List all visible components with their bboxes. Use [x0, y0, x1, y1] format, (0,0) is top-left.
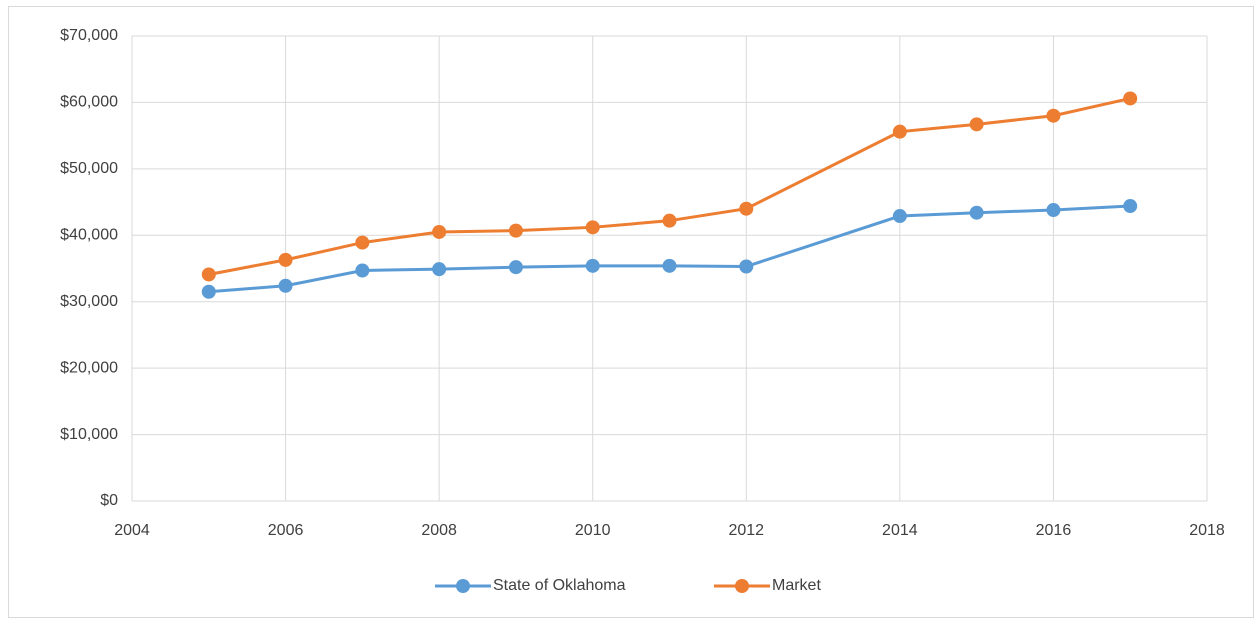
data-point	[355, 263, 370, 278]
x-tick-label: 2016	[1036, 522, 1072, 539]
data-point	[969, 117, 984, 132]
x-tick-label: 2004	[114, 522, 150, 539]
data-point	[892, 209, 907, 224]
x-tick-label: 2010	[575, 522, 611, 539]
data-point	[1046, 203, 1061, 218]
y-tick-label: $10,000	[60, 426, 118, 443]
data-point	[508, 260, 523, 275]
data-point	[432, 224, 447, 239]
data-point	[432, 262, 447, 277]
data-point	[355, 235, 370, 250]
data-point	[1046, 108, 1061, 123]
data-point	[739, 259, 754, 274]
data-point	[201, 284, 216, 299]
data-point	[585, 258, 600, 273]
x-tick-label: 2006	[268, 522, 304, 539]
y-tick-label: $50,000	[60, 160, 118, 177]
data-point	[969, 205, 984, 220]
x-tick-label: 2014	[882, 522, 918, 539]
y-tick-label: $0	[100, 492, 118, 509]
data-point	[585, 220, 600, 235]
data-point	[278, 252, 293, 267]
x-tick-label: 2008	[421, 522, 457, 539]
legend-label: State of Oklahoma	[493, 577, 626, 594]
data-point	[278, 278, 293, 293]
x-tick-label: 2018	[1189, 522, 1225, 539]
data-point	[739, 201, 754, 216]
y-tick-label: $70,000	[60, 27, 118, 44]
data-point	[662, 213, 677, 228]
y-tick-label: $60,000	[60, 94, 118, 111]
data-point	[1123, 199, 1138, 214]
series-line	[208, 204, 1131, 294]
data-point	[662, 258, 677, 273]
y-tick-label: $40,000	[60, 227, 118, 244]
legend-label: Market	[772, 577, 821, 594]
series-line	[208, 96, 1131, 276]
data-point	[892, 124, 907, 139]
chart-frame	[8, 6, 1254, 618]
data-point	[508, 223, 523, 238]
y-tick-label: $20,000	[60, 359, 118, 376]
legend-marker	[456, 579, 470, 593]
legend-marker	[735, 579, 749, 593]
x-tick-label: 2012	[728, 522, 764, 539]
y-tick-label: $30,000	[60, 293, 118, 310]
data-point	[1123, 91, 1138, 106]
data-point	[201, 267, 216, 282]
